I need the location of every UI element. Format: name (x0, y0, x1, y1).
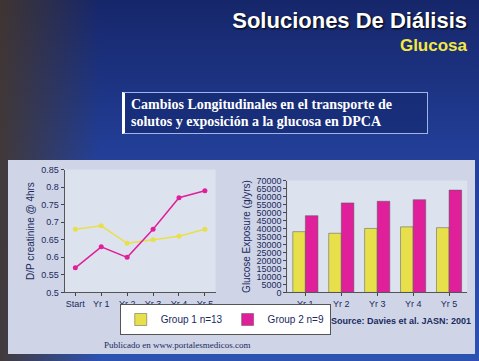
svg-text:0: 0 (277, 288, 282, 298)
html-text:Soluciones De Diálisis: Soluciones De Diálisis (232, 8, 467, 33)
svg-text:35000: 35000 (257, 232, 282, 242)
svg-text:10000: 10000 (257, 272, 282, 282)
svg-text:0.75: 0.75 (41, 200, 59, 210)
svg-text:20000: 20000 (257, 256, 282, 266)
svg-text:45000: 45000 (257, 216, 282, 226)
svg-text:Start: Start (66, 299, 86, 309)
svg-text:Yr 5: Yr 5 (441, 299, 458, 309)
svg-text:0.55: 0.55 (41, 270, 59, 280)
svg-text:40000: 40000 (257, 224, 282, 234)
svg-text:60000: 60000 (257, 192, 282, 202)
svg-text:Yr 1: Yr 1 (93, 299, 110, 309)
html-text:Cambios Longitudinales en el t: Cambios Longitudinales en el transporte … (131, 97, 392, 129)
html-text:Publicado en www.portalesmedic: Publicado en www.portalesmedicos.com (104, 340, 251, 350)
svg-text:Yr 2: Yr 2 (333, 299, 350, 309)
svg-text:65000: 65000 (257, 184, 282, 194)
svg-text:0.7: 0.7 (46, 217, 59, 227)
svg-text:50000: 50000 (257, 208, 282, 218)
svg-text:Group 2 n=9: Group 2 n=9 (268, 314, 324, 325)
svg-text:15000: 15000 (257, 264, 282, 274)
svg-text:Group 1 n=13: Group 1 n=13 (161, 314, 223, 325)
svg-text:70000: 70000 (257, 176, 282, 186)
svg-text:25000: 25000 (257, 248, 282, 258)
svg-text:30000: 30000 (257, 240, 282, 250)
svg-text:0.5: 0.5 (46, 288, 59, 298)
html-text:Glucosa: Glucosa (399, 36, 467, 55)
svg-text:D/P creatinine @ 4hrs: D/P creatinine @ 4hrs (25, 182, 36, 280)
svg-text:Yr 4: Yr 4 (405, 299, 422, 309)
html-text:Source: Davies et al. JASN: 20: Source: Davies et al. JASN: 2001 (330, 316, 471, 326)
svg-text:0.65: 0.65 (41, 235, 59, 245)
svg-text:0.6: 0.6 (46, 252, 59, 262)
svg-text:55000: 55000 (257, 200, 282, 210)
svg-text:0.8: 0.8 (46, 182, 59, 192)
svg-text:Yr 3: Yr 3 (369, 299, 386, 309)
svg-text:0.85: 0.85 (41, 165, 59, 175)
svg-text:5000: 5000 (262, 280, 282, 290)
svg-text:Glucose Exposure (g/yrs): Glucose Exposure (g/yrs) (241, 180, 252, 293)
